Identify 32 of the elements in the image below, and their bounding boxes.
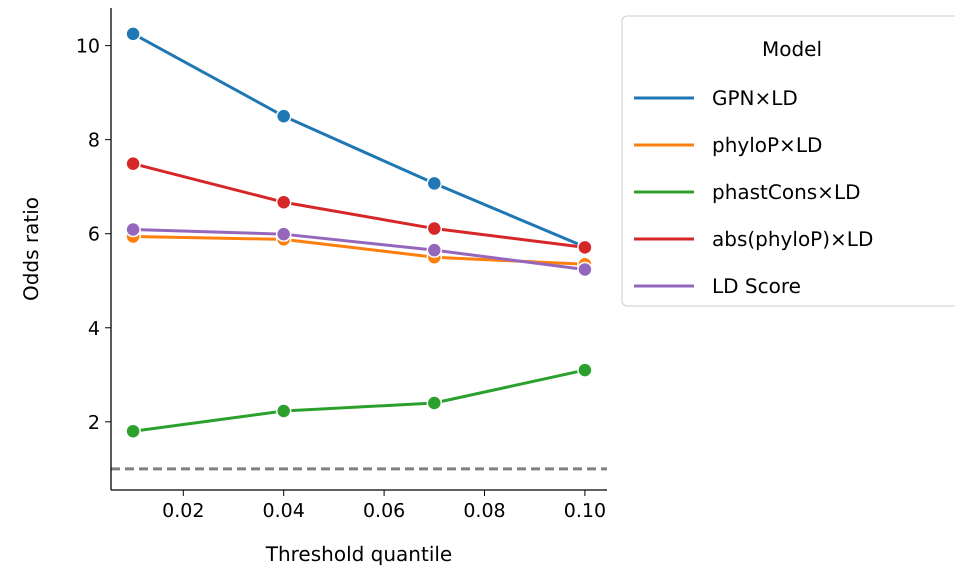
legend-label: abs(phyloP)×LD [712, 227, 874, 251]
point [125, 26, 141, 42]
point [426, 176, 442, 192]
point [125, 423, 141, 439]
legend-label: LD Score [712, 274, 801, 298]
point [125, 156, 141, 172]
y-tick-label: 2 [88, 412, 100, 434]
y-tick-label: 4 [88, 318, 100, 340]
point [577, 262, 593, 278]
point [426, 220, 442, 236]
y-tick-label: 10 [76, 36, 100, 58]
legend-label: phastCons×LD [712, 180, 860, 204]
x-tick-label: 0.06 [362, 500, 406, 522]
legend-label: GPN×LD [712, 86, 798, 110]
point [577, 362, 593, 378]
x-tick-label: 0.08 [463, 500, 506, 522]
point [276, 108, 292, 124]
point [276, 194, 292, 210]
y-tick-label: 6 [88, 224, 100, 246]
point [125, 222, 141, 238]
legend-label: phyloP×LD [712, 133, 822, 157]
x-tick-label: 0.02 [162, 500, 204, 522]
legend-title: Model [762, 37, 822, 61]
point [426, 242, 442, 258]
y-axis-title: Odds ratio [19, 196, 43, 302]
point [426, 395, 442, 411]
point [276, 403, 292, 419]
point [276, 226, 292, 242]
y-tick-label: 8 [88, 130, 100, 152]
x-tick-label: 0.10 [564, 500, 606, 522]
x-tick-label: 0.04 [262, 500, 305, 522]
x-axis-title: Threshold quantile [264, 542, 452, 566]
